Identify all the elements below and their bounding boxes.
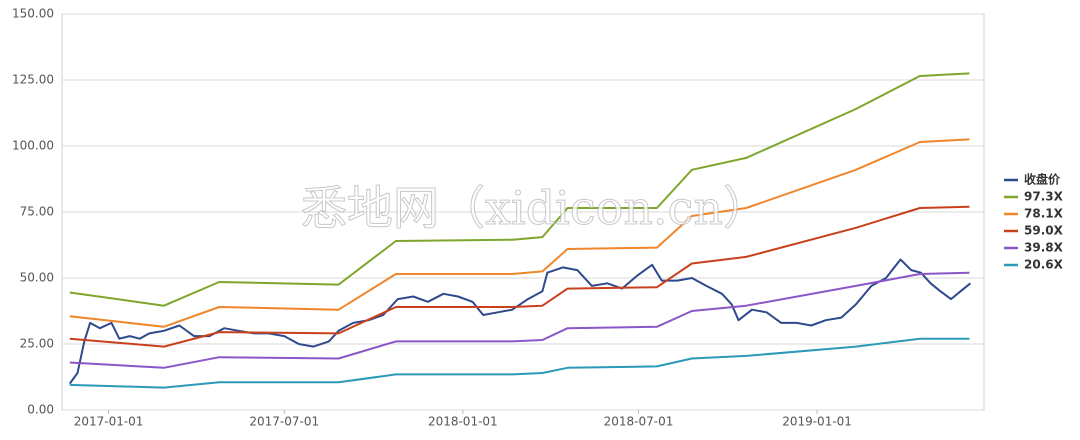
legend: 收盘价 97.3X 78.1X 59.0X 39.8X 20.6X — [1004, 172, 1064, 272]
legend-label: 97.3X — [1024, 190, 1064, 204]
series-line — [69, 337, 970, 389]
x-tick-label: 2019-01-01 — [782, 415, 852, 429]
legend-label: 39.8X — [1024, 241, 1064, 255]
x-tick-label: 2018-07-01 — [604, 415, 674, 429]
x-tick-label: 2017-01-01 — [74, 415, 144, 429]
y-tick-label: 150.00 — [12, 7, 54, 21]
y-tick-label: 75.00 — [20, 205, 54, 219]
legend-label: 78.1X — [1024, 207, 1064, 221]
series-line — [68, 258, 972, 385]
series-line — [69, 271, 970, 369]
y-tick-label: 100.00 — [12, 139, 54, 153]
legend-label: 59.0X — [1024, 224, 1064, 238]
y-tick-label: 25.00 — [20, 337, 54, 351]
x-tick-label: 2018-01-01 — [428, 415, 498, 429]
y-tick-label: 0.00 — [27, 403, 54, 417]
series-line — [69, 72, 970, 307]
watermark: 悉地网（xidicon.cn） — [301, 181, 769, 235]
legend-label: 20.6X — [1024, 258, 1064, 272]
grid: 0.00 25.00 50.00 75.00 100.00 125.00 150.00 201… — [12, 7, 985, 429]
series-line — [69, 138, 970, 328]
y-tick-label: 50.00 — [20, 271, 54, 285]
lines — [68, 72, 972, 389]
x-tick-label: 2017-07-01 — [249, 415, 319, 429]
y-tick-label: 125.00 — [12, 73, 54, 87]
series-line — [69, 205, 970, 348]
legend-label: 收盘价 — [1024, 172, 1061, 187]
